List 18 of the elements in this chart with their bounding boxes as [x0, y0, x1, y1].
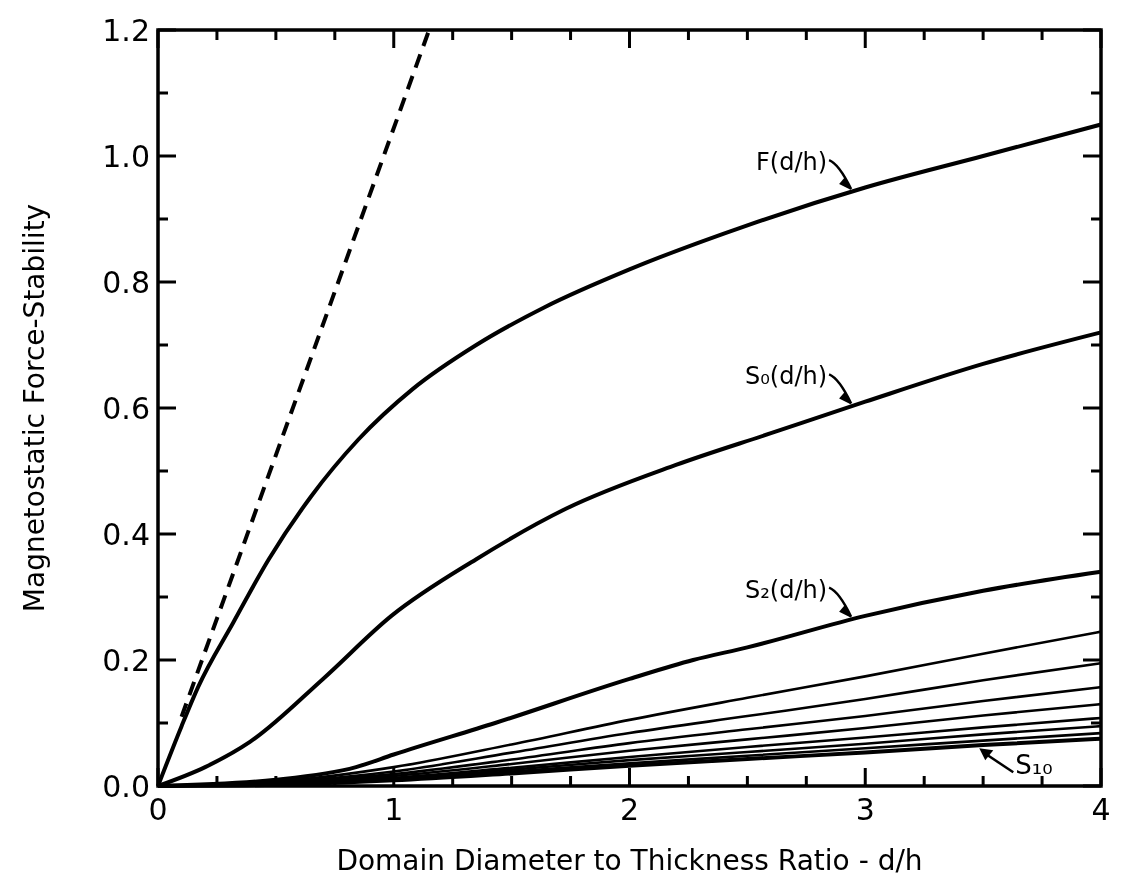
y-axis-title: Magnetostatic Force-Stability: [18, 203, 51, 613]
y-tick-label: 1.0: [102, 138, 150, 174]
y-tick-label: 0.4: [102, 516, 150, 552]
x-tick-label: 1: [384, 792, 404, 827]
y-tick-label: 0.8: [102, 264, 150, 300]
legend-label: S₀(d/h): [744, 362, 828, 391]
x-tick-label: 0: [148, 792, 168, 827]
legend-label: F(d/h): [756, 148, 828, 177]
y-tick-label: 0.0: [102, 768, 150, 804]
x-axis-title: Domain Diameter to Thickness Ratio - d/h: [336, 844, 923, 877]
y-tick-label: 1.2: [102, 12, 150, 48]
x-tick-label: 4: [1091, 792, 1111, 827]
x-tick-label: 2: [619, 792, 640, 827]
legend-label: S₁₀: [1015, 750, 1053, 781]
y-tick-label: 0.6: [102, 390, 150, 426]
x-tick-label: 3: [855, 792, 875, 827]
y-tick-label: 0.2: [102, 642, 150, 678]
legend-label: S₂(d/h): [744, 575, 828, 604]
